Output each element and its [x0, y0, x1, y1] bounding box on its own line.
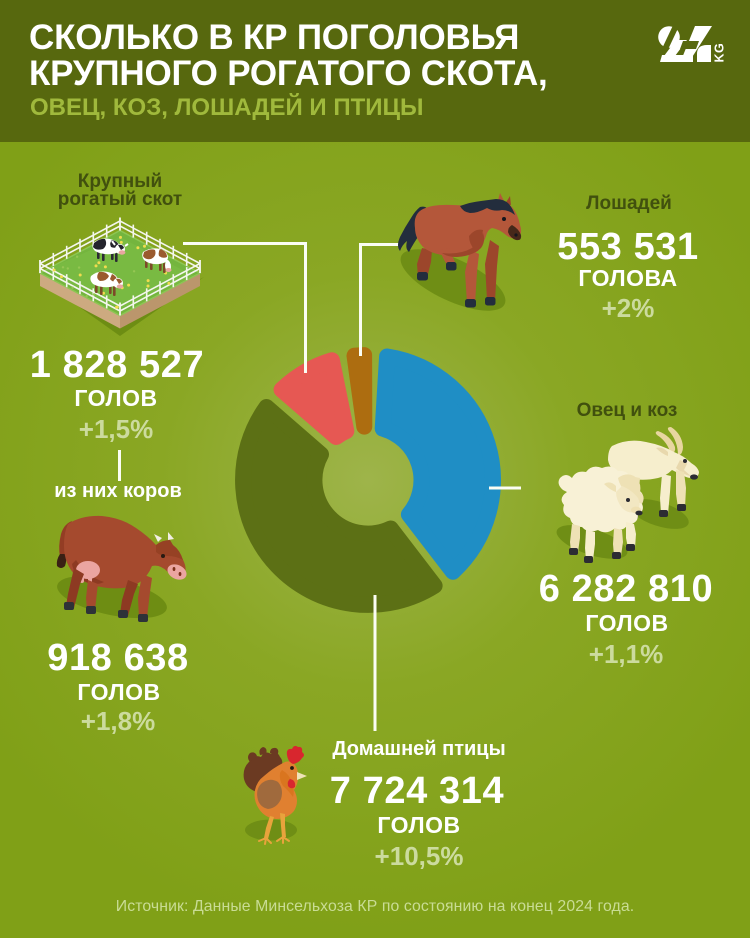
svg-text:KG: KG: [713, 43, 727, 63]
